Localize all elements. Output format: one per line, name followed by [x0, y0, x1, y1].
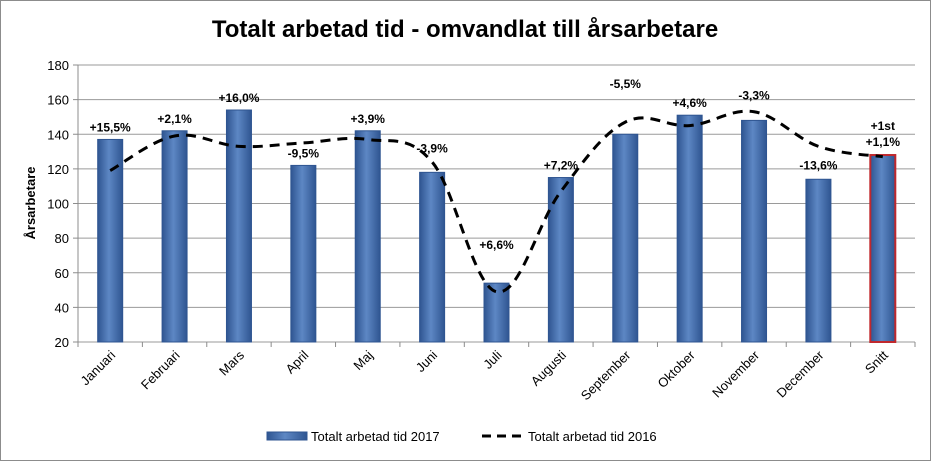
y-tick-label: 60	[55, 266, 69, 281]
bar-series	[97, 109, 897, 343]
x-label-januari: Januari	[78, 347, 119, 388]
line-2016	[109, 109, 884, 294]
x-label-september: September	[578, 347, 634, 403]
x-label-april: April	[282, 347, 311, 376]
y-tick-label: 120	[47, 162, 69, 177]
y-tick-label: 180	[47, 58, 69, 73]
bar-augusti	[547, 177, 574, 343]
x-label-snitt: Snitt	[862, 347, 891, 376]
x-label-oktober: Oktober	[654, 347, 698, 391]
data-label-maj: +3,9%	[351, 112, 386, 126]
y-axis-label: Årsarbetare	[23, 167, 38, 240]
category-labels: Januari Februari Mars April Maj Juni Juli Augus…	[78, 347, 892, 403]
x-label-juli: Juli	[480, 347, 504, 371]
x-label-augusti: Augusti	[528, 347, 569, 388]
data-label-december: -13,6%	[799, 158, 837, 172]
x-label-juni: Juni	[413, 347, 441, 375]
y-tick-label: 100	[47, 197, 69, 212]
legend-bar-label: Totalt arbetad tid 2017	[311, 429, 440, 444]
x-label-februari: Februari	[138, 347, 183, 392]
data-label-september: -5,5%	[610, 77, 642, 91]
axes: 20 40 60 80 100 120 140 160 180	[47, 58, 916, 350]
x-label-mars: Mars	[216, 347, 247, 378]
data-label-oktober: +4,6%	[672, 96, 707, 110]
bar-november	[741, 119, 768, 343]
legend: Totalt arbetad tid 2017 Totalt arbetad t…	[266, 429, 657, 444]
y-tick-label: 160	[47, 93, 69, 108]
data-label-mars: +16,0%	[218, 91, 259, 105]
data-label-november: -3,3%	[738, 89, 770, 103]
bar-september	[612, 133, 639, 343]
legend-line-label: Totalt arbetad tid 2016	[528, 429, 657, 444]
legend-bar-swatch	[266, 431, 308, 441]
data-label-juli: +6,6%	[479, 238, 514, 252]
bar-juni	[419, 171, 446, 343]
data-labels: +15,5% +2,1% +16,0% -9,5% +3,9% -3,9% +6,6% +7,…	[90, 77, 901, 252]
data-label-april: -9,5%	[288, 146, 320, 160]
x-label-maj: Maj	[350, 347, 375, 372]
x-label-november: November	[709, 347, 762, 400]
bar-mars	[225, 109, 252, 343]
annotation-snitt: +1st	[871, 119, 895, 133]
line-series	[109, 109, 884, 294]
bar-juli	[483, 282, 510, 343]
y-tick-label: 140	[47, 127, 69, 142]
data-label-snitt: +1,1%	[866, 135, 901, 149]
bar-oktober	[676, 114, 703, 343]
bar-maj	[354, 130, 381, 343]
data-label-augusti: +7,2%	[544, 159, 579, 173]
chart-title: Totalt arbetad tid - omvandlat till årsa…	[212, 16, 718, 43]
data-label-februari: +2,1%	[157, 112, 192, 126]
y-tick-label: 80	[55, 231, 69, 246]
data-label-januari: +15,5%	[90, 120, 131, 134]
bar-februari	[161, 130, 188, 343]
y-tick-label: 40	[55, 300, 69, 315]
x-label-december: December	[774, 347, 827, 400]
y-tick-label: 20	[55, 335, 69, 350]
bar-januari	[97, 138, 124, 343]
bar-april	[290, 164, 317, 343]
bar-december	[805, 178, 832, 343]
gridlines	[78, 64, 915, 343]
bar-snitt	[869, 154, 897, 343]
data-label-juni: -3,9%	[416, 141, 448, 155]
